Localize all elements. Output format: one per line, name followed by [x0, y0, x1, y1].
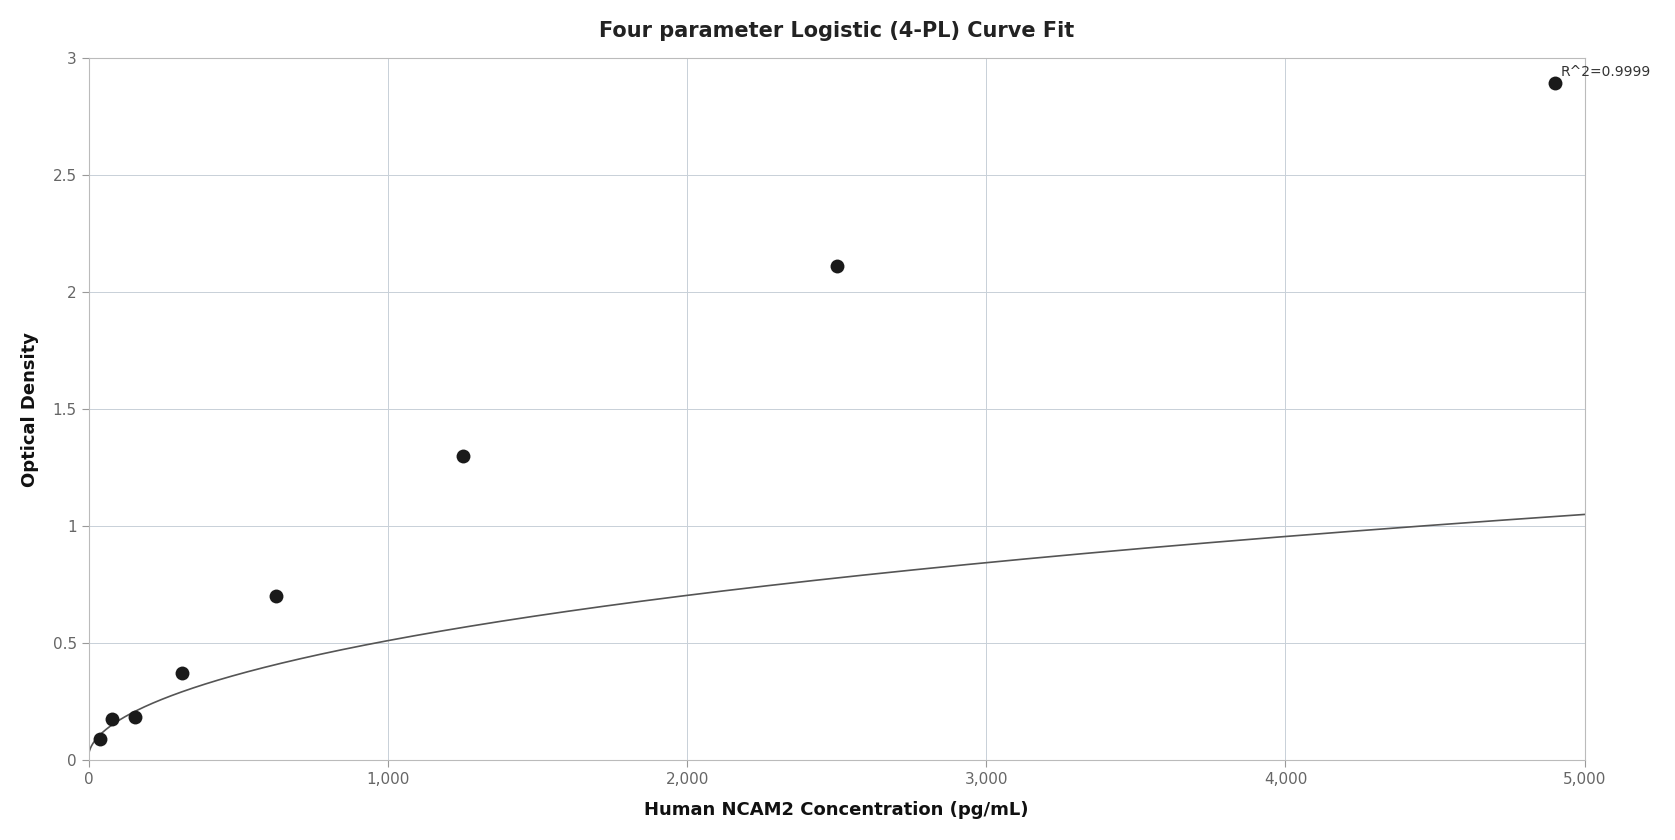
Point: [1541, 76, 1568, 90]
Point: [263, 590, 290, 603]
Title: Four parameter Logistic (4-PL) Curve Fit: Four parameter Logistic (4-PL) Curve Fit: [600, 21, 1074, 41]
Point: [169, 666, 196, 680]
Point: [99, 713, 126, 727]
Point: [122, 711, 149, 724]
Point: [87, 732, 114, 746]
Point: [824, 260, 851, 273]
X-axis label: Human NCAM2 Concentration (pg/mL): Human NCAM2 Concentration (pg/mL): [645, 801, 1028, 819]
Y-axis label: Optical Density: Optical Density: [20, 332, 39, 486]
Point: [449, 449, 476, 463]
Text: R^2=0.9999: R^2=0.9999: [1561, 65, 1652, 79]
